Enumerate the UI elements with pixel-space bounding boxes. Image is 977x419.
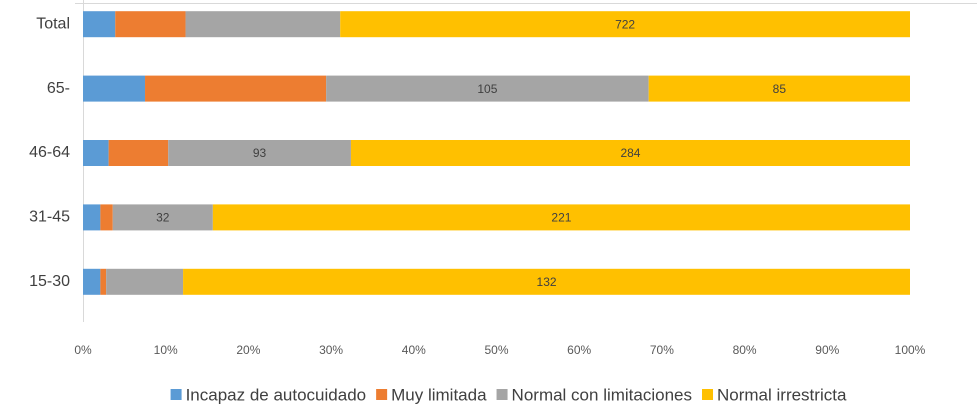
x-tick-label: 100% [895,343,926,357]
x-tick-label: 0% [74,343,92,357]
data-label: 105 [477,82,497,96]
bar-segment [168,140,351,166]
bar-segment [145,75,327,102]
legend-label: Incapaz de autocuidado [186,385,367,404]
bar-segment [106,268,184,295]
bar-segment [112,204,213,231]
y-tick-label: 15-30 [29,273,70,290]
x-tick-label: 40% [402,343,426,357]
bar-segment [108,140,169,166]
x-tick-label: 80% [733,343,757,357]
y-tick-label: 31-45 [29,209,70,226]
bar-segment [83,140,109,166]
data-label: 722 [615,17,635,31]
bar-segment [350,140,910,166]
x-tick-label: 60% [567,343,591,357]
data-label: 284 [620,146,640,160]
x-tick-label: 20% [236,343,260,357]
x-tick-label: 90% [815,343,839,357]
legend-swatch [376,389,388,400]
data-label: 85 [773,82,787,96]
bar-segment [83,268,101,295]
data-label: 93 [253,146,267,160]
x-tick-label: 50% [484,343,508,357]
bar-segment [648,75,910,102]
y-tick-label: 46-64 [29,144,70,161]
legend-swatch [496,389,508,400]
x-tick-label: 70% [650,343,674,357]
legend-label: Muy limitada [391,385,487,404]
legend-swatch [702,389,714,400]
x-tick-label: 30% [319,343,343,357]
legend-label: Normal irrestricta [717,385,847,404]
bar-segment [185,11,341,38]
y-tick-label: Total [36,15,70,32]
bar-segment [100,204,113,231]
bar-segment [340,11,910,38]
legend-label: Normal con limitaciones [512,385,692,404]
y-tick-label: 65- [47,80,70,97]
bar-segment [115,11,186,38]
data-label: 221 [551,211,571,225]
bar-segment [212,204,911,231]
bar-segment [83,204,101,231]
bar-segment [83,75,146,102]
bar-segment [83,11,116,38]
data-label: 32 [156,211,170,225]
bar-segment [183,268,910,295]
legend-swatch [170,389,182,400]
x-tick-label: 10% [154,343,178,357]
bar-segment [100,268,107,295]
data-label: 132 [537,275,557,289]
bar-segment [326,75,649,102]
